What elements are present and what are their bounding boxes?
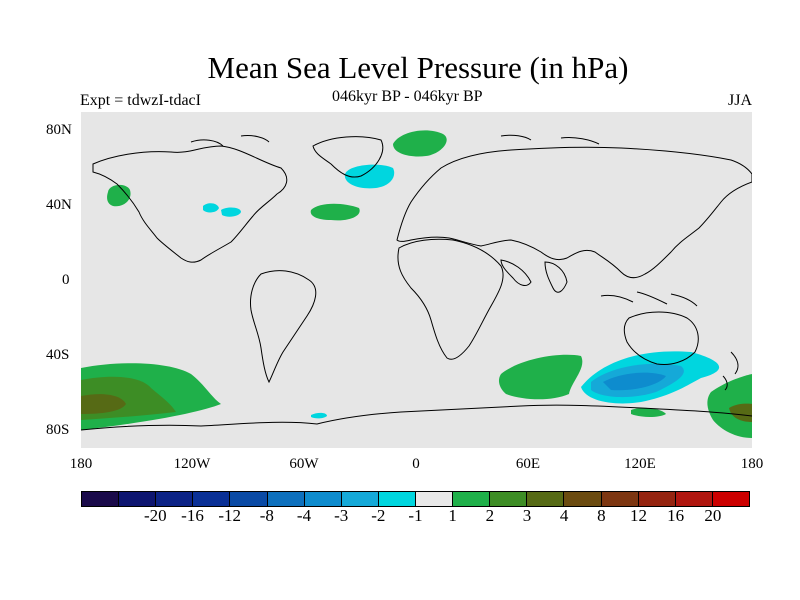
colorbar-label: 3 — [522, 506, 532, 525]
coast-new-zealand — [722, 351, 739, 391]
colorbar-cell — [341, 492, 379, 506]
coast-australia — [623, 311, 699, 365]
coast-africa — [397, 238, 504, 360]
anomaly-ross-sea-outer — [707, 374, 752, 438]
colorbar-cell — [712, 492, 749, 506]
colorbar — [81, 491, 750, 507]
y-tick-label: 40N — [46, 197, 72, 213]
x-tick-label: 0 — [412, 456, 420, 472]
x-tick-label: 180 — [69, 456, 93, 472]
colorbar-label: 8 — [597, 506, 606, 525]
colorbar-cell — [675, 492, 713, 506]
colorbar-cell — [415, 492, 454, 506]
coast-indonesia — [600, 291, 698, 307]
colorbar-label: -16 — [181, 506, 204, 525]
x-tick-label: 180 — [740, 456, 764, 472]
colorbar-label: 16 — [667, 506, 685, 525]
colorbar-label: 12 — [630, 506, 647, 525]
colorbar-cell — [267, 492, 305, 506]
experiment-label: Expt = tdwzI-tdacI — [80, 92, 201, 109]
y-tick-label: 80N — [46, 122, 72, 138]
anomaly-south-pacific-inner — [81, 394, 126, 414]
anomaly-north-pacific — [107, 184, 131, 207]
colorbar-cell — [82, 492, 120, 506]
anomaly-antarctic-coast — [631, 407, 666, 417]
anomaly-australia-inner — [603, 372, 666, 391]
coastlines — [80, 134, 753, 431]
colorbar-label: 2 — [485, 506, 495, 525]
coast-south-america — [250, 270, 317, 384]
anomaly-ross-sea-inner — [729, 403, 752, 422]
coast-eurasia — [396, 146, 753, 279]
colorbar-cell — [156, 492, 194, 506]
anomaly-indian-ocean — [498, 354, 583, 400]
anomaly-greenland — [393, 130, 447, 157]
anomaly-shading — [81, 130, 752, 438]
season-label: JJA — [727, 92, 752, 109]
y-tick-label: 40S — [46, 347, 70, 363]
colorbar-cell — [564, 492, 602, 506]
colorbar-cell — [527, 492, 565, 506]
period-label: 046kyr BP - 046kyr BP — [332, 88, 483, 105]
x-tick-label: 120W — [173, 456, 211, 472]
colorbar-label: -20 — [143, 506, 167, 525]
coast-south-asia — [500, 259, 568, 293]
colorbar-cell — [230, 492, 268, 506]
coast-greenland — [312, 136, 384, 178]
coast-arctic-islands — [190, 134, 600, 147]
y-tick-label: 80S — [46, 422, 70, 438]
colorbar-cell — [601, 492, 639, 506]
colorbar-label: -8 — [259, 506, 274, 525]
anomaly-west-atlantic-1 — [203, 203, 219, 213]
anomaly-north-atlantic — [344, 164, 395, 189]
colorbar-cell — [490, 492, 528, 506]
colorbar-cell — [638, 492, 676, 506]
x-tick-label: 120E — [624, 456, 656, 472]
coast-antarctica — [80, 404, 753, 431]
colorbar-label: 20 — [704, 506, 722, 525]
colorbar-label: -3 — [334, 506, 349, 525]
x-tick-label: 60E — [515, 456, 541, 472]
map-title: Mean Sea Level Pressure (in hPa) — [207, 50, 629, 85]
colorbar-label: 1 — [448, 506, 457, 525]
colorbar-label: -2 — [371, 506, 386, 525]
colorbar-cell — [119, 492, 157, 506]
colorbar-cell — [453, 492, 491, 506]
anomaly-weddell — [311, 412, 327, 419]
anomaly-west-atlantic-2 — [221, 207, 241, 217]
colorbar-cell — [304, 492, 342, 506]
colorbar-cell — [378, 492, 416, 506]
colorbar-label: -1 — [408, 506, 423, 525]
map-panel — [80, 112, 753, 448]
x-tick-label: 60W — [289, 456, 319, 472]
coast-north-america — [92, 145, 288, 263]
colorbar-cell — [193, 492, 231, 506]
map-svg — [80, 112, 753, 448]
anomaly-central-atlantic — [310, 203, 360, 221]
colorbar-label: -12 — [218, 506, 241, 525]
y-tick-label: 0 — [62, 272, 70, 288]
colorbar-label: 4 — [559, 506, 569, 525]
colorbar-label: -4 — [296, 506, 312, 525]
